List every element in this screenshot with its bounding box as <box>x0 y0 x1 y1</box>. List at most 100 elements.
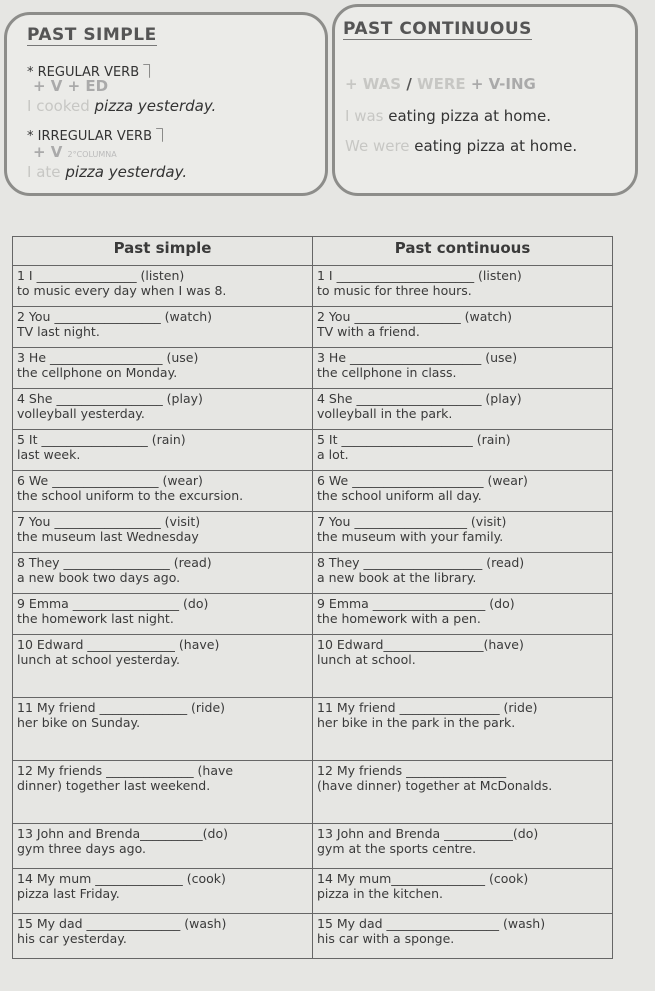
sentence-start: 14 My mum_______________ (cook) <box>317 871 529 886</box>
sentence-end: the homework last night. <box>17 611 174 626</box>
sentence-end: (have dinner) together at McDonalds. <box>317 778 553 793</box>
past-continuous-title: PAST CONTINUOUS <box>343 19 532 40</box>
past-continuous-cell[interactable]: 11 My friend ________________ (ride) her … <box>312 697 613 761</box>
sentence-end: volleyball in the park. <box>317 406 453 421</box>
past-continuous-box: PAST CONTINUOUS + WAS / WERE + V-ING I w… <box>332 4 638 196</box>
sentence-end: gym at the sports centre. <box>317 841 477 856</box>
past-continuous-cell[interactable]: 10 Edward________________(have) lunch at … <box>312 634 613 698</box>
continuous-example-1: I was eating pizza at home. <box>345 107 551 125</box>
past-continuous-cell[interactable]: 14 My mum_______________ (cook) pizza in … <box>312 868 613 914</box>
sentence-end: her bike on Sunday. <box>17 715 141 730</box>
formula-text: + V <box>33 143 63 161</box>
past-continuous-cell[interactable]: 9 Emma __________________ (do) the homewo… <box>312 593 613 635</box>
sentence-end: the school uniform all day. <box>317 488 482 503</box>
past-simple-cell[interactable]: 2 You _________________ (watch) TV last n… <box>12 306 313 348</box>
sentence-start: 5 It _________________ (rain) <box>17 432 186 447</box>
sentence-end: gym three days ago. <box>17 841 146 856</box>
sentence-start: 6 We _________________ (wear) <box>17 473 203 488</box>
sentence-end: the cellphone in class. <box>317 365 457 380</box>
sentence-start: 3 He __________________ (use) <box>17 350 199 365</box>
sentence-end: the museum with your family. <box>317 529 504 544</box>
past-simple-cell[interactable]: 4 She _________________ (play) volleyball… <box>12 388 313 430</box>
past-continuous-cell[interactable]: 8 They ___________________ (read) a new b… <box>312 552 613 594</box>
past-simple-cell[interactable]: 10 Edward ______________ (have) lunch at … <box>12 634 313 698</box>
regular-formula: + V + ED <box>33 77 109 95</box>
sentence-start: 10 Edward ______________ (have) <box>17 637 220 652</box>
past-continuous-cell[interactable]: 12 My friends ________________ (have dinn… <box>312 760 613 824</box>
irregular-formula: + V 2°COLUMNA <box>33 142 117 161</box>
past-simple-cell[interactable]: 15 My dad _______________ (wash) his car … <box>12 913 313 959</box>
sentence-end: a new book at the library. <box>317 570 477 585</box>
example-subject: I <box>27 97 32 115</box>
table-row: 8 They _________________ (read) a new boo… <box>12 552 613 594</box>
sentence-end: pizza last Friday. <box>17 886 120 901</box>
sentence-start: 8 They ___________________ (read) <box>317 555 525 570</box>
sentence-end: TV with a friend. <box>317 324 420 339</box>
table-row: 6 We _________________ (wear) the school … <box>12 470 613 512</box>
past-simple-cell[interactable]: 5 It _________________ (rain) last week. <box>12 429 313 471</box>
sentence-start: 14 My mum ______________ (cook) <box>17 871 226 886</box>
past-continuous-cell[interactable]: 15 My dad __________________ (wash) his c… <box>312 913 613 959</box>
sentence-start: 15 My dad __________________ (wash) <box>317 916 546 931</box>
sentence-start: 12 My friends ______________ (have <box>17 763 234 778</box>
sentence-end: the school uniform to the excursion. <box>17 488 244 503</box>
sentence-end: his car with a sponge. <box>317 931 455 946</box>
table-row: 15 My dad _______________ (wash) his car … <box>12 913 613 959</box>
past-simple-cell[interactable]: 8 They _________________ (read) a new boo… <box>12 552 313 594</box>
past-continuous-cell[interactable]: 5 It _____________________ (rain) a lot. <box>312 429 613 471</box>
sentence-start: 9 Emma _________________ (do) <box>17 596 209 611</box>
table-row: 11 My friend ______________ (ride) her bi… <box>12 697 613 761</box>
table-row: 4 She _________________ (play) volleyball… <box>12 388 613 430</box>
table-row: 2 You _________________ (watch) TV last n… <box>12 306 613 348</box>
sentence-end: lunch at school. <box>317 652 416 667</box>
sentence-start: 11 My friend ______________ (ride) <box>17 700 226 715</box>
sentence-end: the cellphone on Monday. <box>17 365 178 380</box>
sentence-start: 12 My friends ________________ <box>317 763 507 778</box>
past-simple-cell[interactable]: 3 He __________________ (use) the cellpho… <box>12 347 313 389</box>
sentence-start: 3 He _____________________ (use) <box>317 350 518 365</box>
formula-were: WERE <box>417 75 466 93</box>
formula-slash: / <box>406 75 412 93</box>
past-continuous-cell[interactable]: 13 John and Brenda ___________(do) gym at… <box>312 823 613 869</box>
past-continuous-cell[interactable]: 2 You _________________ (watch) TV with a… <box>312 306 613 348</box>
sentence-start: 2 You _________________ (watch) <box>17 309 213 324</box>
example-rest: pizza yesterday. <box>94 97 217 115</box>
sentence-start: 8 They _________________ (read) <box>17 555 212 570</box>
sentence-end: the homework with a pen. <box>317 611 481 626</box>
example-rest: eating pizza at home. <box>414 137 578 155</box>
sentence-start: 7 You __________________ (visit) <box>317 514 507 529</box>
sentence-end: TV last night. <box>17 324 100 339</box>
past-simple-cell[interactable]: 6 We _________________ (wear) the school … <box>12 470 313 512</box>
sentence-end: last week. <box>17 447 81 462</box>
past-simple-cell[interactable]: 9 Emma _________________ (do) the homewor… <box>12 593 313 635</box>
sentence-start: 10 Edward________________(have) <box>317 637 524 652</box>
table-row: 3 He __________________ (use) the cellpho… <box>12 347 613 389</box>
past-simple-cell[interactable]: 1 I ________________ (listen) to music ev… <box>12 265 313 307</box>
sentence-end: lunch at school yesterday. <box>17 652 180 667</box>
past-simple-cell[interactable]: 14 My mum ______________ (cook) pizza las… <box>12 868 313 914</box>
table-row: 7 You _________________ (visit) the museu… <box>12 511 613 553</box>
past-continuous-cell[interactable]: 3 He _____________________ (use) the cell… <box>312 347 613 389</box>
sentence-end: her bike in the park in the park. <box>317 715 516 730</box>
sentence-start: 7 You _________________ (visit) <box>17 514 201 529</box>
past-simple-cell[interactable]: 7 You _________________ (visit) the museu… <box>12 511 313 553</box>
past-simple-cell[interactable]: 12 My friends ______________ (have dinner… <box>12 760 313 824</box>
sentence-end: his car yesterday. <box>17 931 127 946</box>
sentence-end: the museum last Wednesday <box>17 529 199 544</box>
past-simple-cell[interactable]: 11 My friend ______________ (ride) her bi… <box>12 697 313 761</box>
exercise-table: Past simple Past continuous 1 I ________… <box>12 236 613 959</box>
past-continuous-cell[interactable]: 6 We _____________________ (wear) the sch… <box>312 470 613 512</box>
sentence-start: 1 I ______________________ (listen) <box>317 268 522 283</box>
header-past-continuous: Past continuous <box>312 236 613 266</box>
table-row: 5 It _________________ (rain) last week. 5… <box>12 429 613 471</box>
continuous-formula: + WAS / WERE + V-ING <box>345 75 536 93</box>
sentence-start: 11 My friend ________________ (ride) <box>317 700 538 715</box>
past-simple-cell[interactable]: 13 John and Brenda__________(do) gym thre… <box>12 823 313 869</box>
past-continuous-cell[interactable]: 7 You __________________ (visit) the muse… <box>312 511 613 553</box>
past-continuous-cell[interactable]: 1 I ______________________ (listen) to mu… <box>312 265 613 307</box>
header-past-simple: Past simple <box>12 236 313 266</box>
past-continuous-cell[interactable]: 4 She ____________________ (play) volleyb… <box>312 388 613 430</box>
example-verb: ate <box>36 163 61 181</box>
sentence-start: 4 She _________________ (play) <box>17 391 203 406</box>
sentence-end: dinner) together last weekend. <box>17 778 211 793</box>
